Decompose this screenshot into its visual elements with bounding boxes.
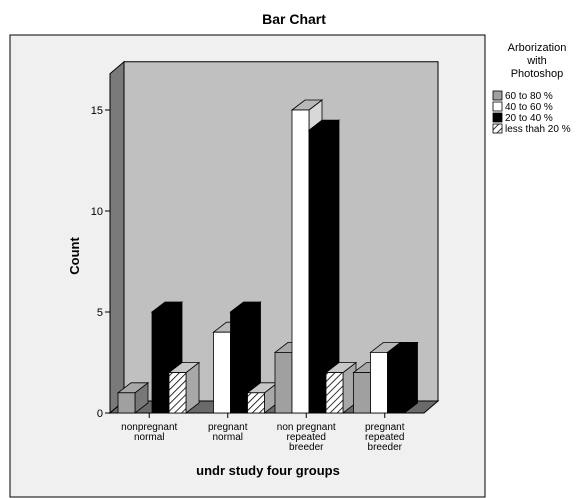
bar-4-2 [246,381,279,414]
x-tick-label: breeder [368,442,403,453]
bar-front [230,311,248,414]
legend-title-line-1: Arborization [508,42,567,54]
bar-3-4 [386,341,419,414]
chart-title: Bar Chart [262,11,326,27]
y-axis: 0 5 10 15 [91,105,110,420]
legend-swatch [492,90,503,101]
legend-item: less thah 20 % [492,123,571,135]
side-wall [109,60,125,415]
legend-swatch [492,123,503,134]
legend-item: 20 to 40 % [492,112,553,124]
bar-front [274,351,293,414]
x-tick-label: breeder [289,442,324,453]
legend: Arborization with Photoshop 60 to 80 %40… [492,42,571,135]
bar-front [247,392,265,414]
bars-group [116,99,419,414]
bar-front [353,372,371,414]
bar-front [325,372,344,414]
legend-label: less thah 20 % [505,124,571,135]
x-tick-label: repeated [365,432,404,443]
x-tick-label: pregnant [365,422,405,433]
bar-front [370,351,388,414]
bar-1-1 [116,381,150,414]
bar-front [213,331,231,414]
legend-label: 60 to 80 % [505,91,553,102]
x-axis-label: undr study four groups [196,463,340,478]
bar-front [151,311,170,414]
bar-4-3 [324,361,358,414]
x-tick-label: nonpregnant [121,422,177,433]
x-tick-label: pregnant [208,422,248,433]
bar-4-1 [167,361,201,414]
y-axis-label: Count [67,237,82,275]
legend-item: 40 to 60 % [492,101,553,113]
legend-swatch [492,112,503,123]
bar-front [168,372,187,414]
legend-title-line-3: Photoshop [511,68,564,80]
y-tick-label: 10 [91,206,103,218]
bar-3-3 [307,119,341,414]
legend-item: 60 to 80 % [492,90,553,102]
bar-front [291,109,310,414]
bar-front [387,351,405,414]
y-tick-label: 5 [97,307,103,319]
legend-title-line-2: with [526,55,547,67]
bar-front [117,392,136,414]
legend-label: 40 to 60 % [505,102,553,113]
bar-front [308,129,327,414]
legend-label: 20 to 40 % [505,113,553,124]
legend-swatch [492,101,503,112]
bar-side [404,341,418,414]
x-tick-label: repeated [287,432,326,443]
x-tick-label: normal [134,432,165,443]
y-tick-label: 0 [97,408,103,420]
x-tick-label: normal [212,432,243,443]
y-tick-label: 15 [91,105,103,117]
x-tick-label: non pregnant [277,422,336,433]
